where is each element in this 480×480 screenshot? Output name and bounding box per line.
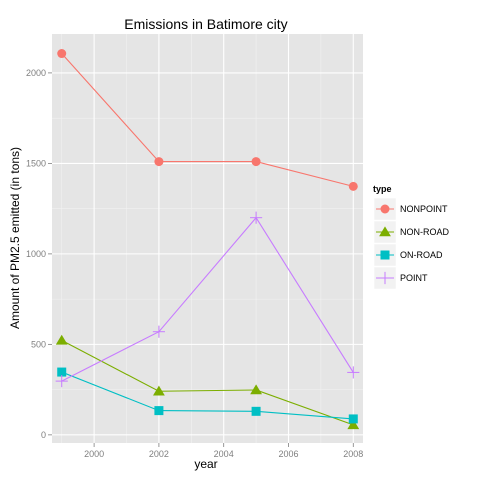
x-tick-label: 2004 [214, 449, 234, 459]
data-point-nonpoint [348, 181, 358, 191]
data-point-nonpoint [154, 157, 164, 167]
y-tick-label: 500 [31, 339, 46, 349]
data-point-on-road [154, 406, 164, 416]
series-line-point [61, 216, 354, 382]
y-axis: 0 500 1000 1500 2000 [26, 68, 52, 440]
data-point-on-road [251, 406, 261, 416]
data-point-point [152, 325, 165, 338]
x-axis-title: year [194, 457, 217, 471]
data-point-non-road [347, 419, 360, 430]
data-point-point [347, 366, 360, 379]
data-point-nonpoint [57, 49, 67, 59]
legend-label-non-road: NON-ROAD [400, 227, 449, 237]
x-tick-label: 2000 [84, 449, 104, 459]
legend: type NONPOINT NON-ROAD ON-ROAD POINT [373, 184, 449, 290]
legend-title: type [373, 184, 392, 194]
y-axis-title: Amount of PM2.5 emitted (in tons) [8, 147, 22, 329]
x-tick-label: 2006 [278, 449, 298, 459]
legend-label-on-road: ON-ROAD [400, 250, 443, 260]
legend-item-nonpoint: NONPOINT [373, 197, 448, 221]
legend-key-marker-point [378, 271, 392, 285]
y-tick-label: 1500 [26, 158, 46, 168]
legend-key-marker-on-road [380, 250, 390, 260]
legend-item-point: POINT [373, 266, 428, 290]
series-line-nonpoint [61, 53, 354, 187]
legend-label-nonpoint: NONPOINT [400, 204, 448, 214]
chart-title: Emissions in Batimore city [124, 16, 287, 32]
data-point-non-road [55, 334, 68, 345]
data-point-point [55, 375, 68, 388]
data-point-nonpoint [251, 157, 261, 167]
x-axis: 2000 2002 2004 2006 2008 [84, 443, 363, 459]
data-point-non-road [250, 384, 262, 395]
x-tick-label: 2002 [149, 449, 169, 459]
legend-key-marker-nonpoint [380, 204, 390, 214]
data-point-on-road [57, 367, 67, 377]
y-tick-label: 1000 [26, 249, 46, 259]
y-tick-label: 2000 [26, 68, 46, 78]
series-line-non-road [61, 339, 354, 426]
data-point-on-road [348, 414, 358, 424]
data-point-non-road [153, 385, 165, 396]
legend-item-non-road: NON-ROAD [373, 220, 449, 244]
plot-panel [52, 34, 363, 443]
legend-items: NONPOINT NON-ROAD ON-ROAD POINT [373, 197, 449, 290]
series-lines [61, 53, 354, 426]
legend-label-point: POINT [400, 273, 428, 283]
legend-item-on-road: ON-ROAD [373, 243, 443, 267]
series-points [55, 49, 360, 430]
y-tick-label: 0 [41, 430, 46, 440]
x-tick-label: 2008 [343, 449, 363, 459]
legend-key-marker-non-road [379, 226, 391, 237]
data-point-point [250, 211, 263, 224]
series-line-on-road [61, 371, 354, 420]
